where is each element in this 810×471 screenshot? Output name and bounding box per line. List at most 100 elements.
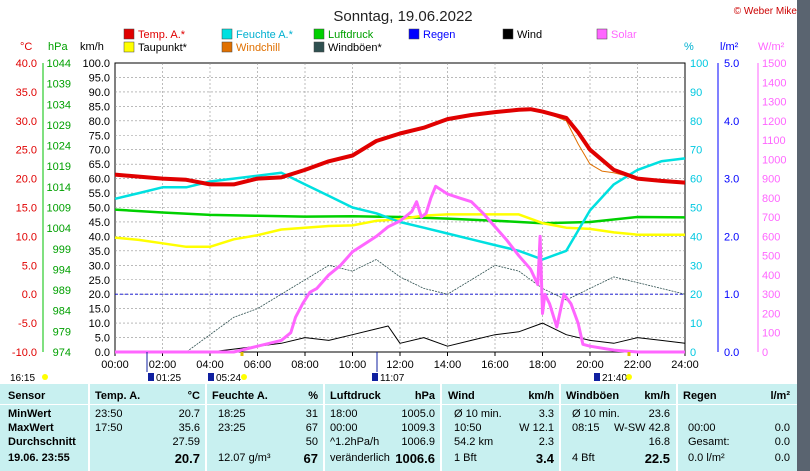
wind-tick-label: 65.0	[89, 159, 110, 171]
series-temp-a	[114, 107, 686, 187]
wind-tick-label: 70.0	[89, 145, 110, 157]
wind-tick-label: 90.0	[89, 87, 110, 99]
row-gust-label: 4 Bft	[572, 452, 595, 464]
row-hum-time: 18:25	[218, 408, 246, 420]
row-wind-value: 3.3	[538, 408, 554, 420]
table-column-divider	[323, 384, 325, 471]
header-wind: Wind	[448, 390, 475, 402]
wind-tick-label: 55.0	[89, 188, 110, 200]
row-gust-label: Ø 10 min.	[572, 408, 620, 420]
solar-tick-label: 500	[762, 251, 780, 263]
row-temp-value: 20.7	[174, 451, 200, 466]
header-gust-unit: km/h	[644, 390, 670, 402]
solar-tick-label: 400	[762, 270, 780, 282]
hum-tick-label: 90	[690, 87, 702, 99]
solar-tick-label: 600	[762, 231, 780, 243]
row-rain-label: 00:00	[688, 422, 716, 434]
temp-unit-label: °C	[20, 41, 32, 53]
row-gust-value: 22.5	[644, 451, 670, 466]
table-column-divider	[88, 384, 90, 471]
row-wind-value: 2.3	[538, 436, 554, 448]
row-label: MinWert	[8, 408, 52, 420]
marker-time: 21:40	[602, 373, 627, 384]
marker-time: 01:25	[156, 373, 181, 384]
legend-label: Solar	[611, 29, 637, 41]
legend-label: Wind	[517, 29, 542, 41]
wind-tick-label: 35.0	[89, 246, 110, 258]
x-tick-label: 10:00	[339, 359, 367, 371]
wind-tick-label: 80.0	[89, 116, 110, 128]
wind-tick-label: 45.0	[89, 217, 110, 229]
weather-chart: Sonntag, 19.06.2022 © Weber Mike Temp. A…	[10, 6, 797, 384]
rain-tick-label: 0.0	[724, 347, 739, 359]
solar-tick-label: 1100	[762, 135, 786, 147]
row-press-value: 1006.6	[395, 451, 435, 466]
row-hum-time: 23:25	[218, 422, 246, 434]
rain-unit-label: l/m²	[720, 41, 739, 53]
header-temp: Temp. A.	[95, 390, 141, 402]
rain-tick-label: 2.0	[724, 231, 739, 243]
legend-label: Taupunkt*	[138, 42, 188, 54]
solar-tick-label: 1200	[762, 116, 786, 128]
header-gust: Windböen	[566, 390, 620, 402]
sun-icon	[42, 374, 48, 380]
wind-tick-label: 20.0	[89, 289, 110, 301]
x-tick-label: 16:00	[481, 359, 509, 371]
x-tick-label: 24:00	[671, 359, 699, 371]
row-press-time: ^1.2hPa/h	[330, 436, 380, 448]
legend-swatch	[221, 28, 233, 40]
x-tick-label: 12:00	[386, 359, 414, 371]
solar-tick-label: 800	[762, 193, 780, 205]
wind-tick-label: 50.0	[89, 203, 110, 215]
row-rain-label: Gesamt:	[688, 436, 730, 448]
x-tick-label: 04:00	[196, 359, 224, 371]
row-temp-time: 23:50	[95, 408, 123, 420]
temp-tick-label: 0.0	[22, 289, 37, 301]
sun-markers: 16:15 01:25 05:24 11:07 21:40	[10, 352, 632, 384]
press-tick-label: 994	[53, 264, 71, 276]
row-press-time: 18:00	[330, 408, 358, 420]
x-tick-label: 02:00	[149, 359, 177, 371]
x-tick-label: 06:00	[244, 359, 272, 371]
press-tick-label: 989	[53, 285, 71, 297]
row-press-time: 00:00	[330, 422, 358, 434]
wind-tick-label: 75.0	[89, 130, 110, 142]
chart-grid	[114, 62, 686, 353]
hum-tick-label: 10	[690, 318, 702, 330]
rain-tick-label: 5.0	[724, 58, 739, 70]
series-windb-en	[115, 259, 686, 353]
rain-tick-label: 3.0	[724, 174, 739, 186]
row-rain-value: 0.0	[774, 452, 790, 464]
row-press-value: 1006.9	[401, 436, 435, 448]
row-wind-label: 54.2 km	[454, 436, 494, 448]
chart-title: Sonntag, 19.06.2022	[333, 8, 472, 25]
solar-tick-label: 200	[762, 308, 780, 320]
row-label: 19.06. 23:55	[8, 452, 70, 464]
press-tick-label: 1019	[47, 161, 71, 173]
row-press-value: 1009.3	[401, 422, 435, 434]
row-temp-value: 35.6	[178, 422, 200, 434]
wind-tick-label: 85.0	[89, 101, 110, 113]
solar-tick-label: 1000	[762, 154, 786, 166]
axis-unit-labels: °C hPa km/h % l/m² W/m²	[20, 41, 785, 53]
temp-tick-label: 20.0	[16, 174, 37, 186]
press-tick-label: 1039	[47, 79, 71, 91]
header-hum-unit: %	[308, 390, 318, 402]
temp-tick-label: 10.0	[16, 231, 37, 243]
header-press-unit: hPa	[414, 390, 435, 402]
table-column-divider	[205, 384, 207, 471]
hum-tick-label: 70	[690, 145, 702, 157]
temp-tick-label: 40.0	[16, 58, 37, 70]
marker-time: 05:24	[216, 373, 241, 384]
marker-time: 11:07	[380, 373, 405, 384]
marker-icon	[372, 373, 378, 381]
press-tick-label: 974	[53, 347, 71, 359]
row-temp-time: 17:50	[95, 422, 123, 434]
press-tick-label: 1034	[47, 99, 71, 111]
solar-tick-label: 100	[762, 328, 780, 340]
header-press: Luftdruck	[330, 390, 381, 402]
press-tick-label: 979	[53, 326, 71, 338]
legend-swatch	[123, 28, 135, 40]
chart-axes: 40.0 35.0 30.0 25.0 20.0 15.0 10.0 5.0 0.0 -5.0 -1…	[12, 58, 787, 371]
row-gust-value: 16.8	[648, 436, 670, 448]
